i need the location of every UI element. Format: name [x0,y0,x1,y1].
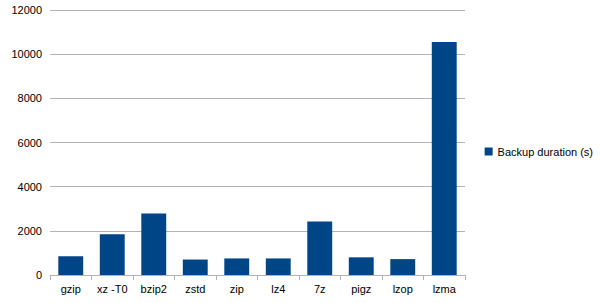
svg-text:xz -T0: xz -T0 [97,283,128,295]
svg-text:7z: 7z [314,283,326,295]
svg-text:0: 0 [36,269,42,281]
svg-text:zstd: zstd [185,283,205,295]
svg-text:lzma: lzma [433,283,457,295]
svg-text:4000: 4000 [18,181,42,193]
svg-text:2000: 2000 [18,225,42,237]
svg-text:Backup duration (s): Backup duration (s) [498,146,593,158]
svg-text:8000: 8000 [18,92,42,104]
svg-text:12000: 12000 [11,4,42,16]
svg-text:10000: 10000 [11,48,42,60]
svg-text:zip: zip [230,283,244,295]
svg-text:gzip: gzip [61,283,81,295]
svg-text:6000: 6000 [18,137,42,149]
svg-text:lz4: lz4 [271,283,285,295]
svg-text:bzip2: bzip2 [141,283,167,295]
svg-text:pigz: pigz [351,283,371,295]
svg-text:lzop: lzop [393,283,413,295]
